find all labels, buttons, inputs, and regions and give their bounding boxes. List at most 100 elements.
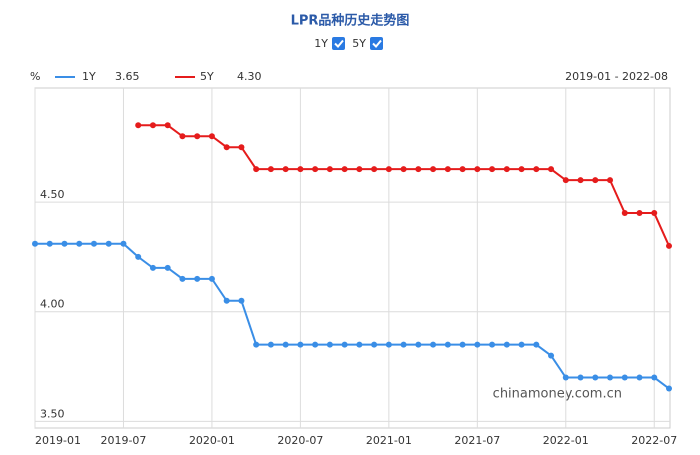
data-point xyxy=(444,341,451,348)
data-point xyxy=(297,166,304,173)
data-point xyxy=(149,264,156,271)
data-point xyxy=(400,166,407,173)
data-point xyxy=(666,385,672,392)
toggle-5y[interactable] xyxy=(370,37,383,50)
data-point xyxy=(533,166,540,173)
data-point xyxy=(474,341,481,348)
x-tick-label: 2022-01 xyxy=(543,434,589,447)
y-tick-label: 4.50 xyxy=(40,188,65,201)
data-point xyxy=(61,240,68,247)
x-tick-label: 2020-01 xyxy=(189,434,235,447)
data-point xyxy=(312,341,319,348)
data-point xyxy=(208,275,215,282)
data-point xyxy=(120,240,127,247)
data-point xyxy=(533,341,540,348)
data-point xyxy=(312,166,319,173)
data-point xyxy=(651,210,658,217)
data-point xyxy=(223,297,230,304)
y-tick-label: 3.50 xyxy=(40,407,65,420)
x-tick-label: 2021-01 xyxy=(366,434,412,447)
x-tick-label: 2022-07 xyxy=(631,434,677,447)
data-point xyxy=(253,341,260,348)
data-point xyxy=(105,240,112,247)
toggle-label: 1Y xyxy=(314,37,328,50)
series-line xyxy=(35,242,670,390)
data-point xyxy=(267,166,274,173)
data-point xyxy=(459,341,466,348)
data-point xyxy=(297,341,304,348)
data-point xyxy=(592,177,599,184)
watermark: chinamoney.com.cn xyxy=(493,387,622,402)
x-tick-label: 2020-07 xyxy=(277,434,323,447)
data-point xyxy=(518,166,525,173)
data-point xyxy=(503,341,510,348)
data-point xyxy=(90,240,97,247)
data-point xyxy=(385,166,392,173)
data-point xyxy=(371,166,378,173)
data-point xyxy=(430,166,437,173)
data-point xyxy=(518,341,525,348)
data-point xyxy=(666,242,672,249)
check xyxy=(334,39,344,48)
data-point xyxy=(326,341,333,348)
data-point xyxy=(371,341,378,348)
data-point xyxy=(356,166,363,173)
data-point xyxy=(326,166,333,173)
data-point xyxy=(489,341,496,348)
date-range: 2019-01 - 2022-08 xyxy=(565,70,668,83)
data-point xyxy=(592,374,599,381)
data-point xyxy=(607,177,614,184)
checkbox[interactable] xyxy=(370,37,383,50)
data-point xyxy=(400,341,407,348)
data-point xyxy=(415,166,422,173)
legend-value: 3.65 xyxy=(115,70,140,83)
legend-value: 4.30 xyxy=(237,70,262,83)
data-point xyxy=(194,133,201,140)
chart-title: LPR品种历史走势图 xyxy=(291,13,410,29)
data-point xyxy=(164,122,171,129)
data-point xyxy=(208,133,215,140)
data-point xyxy=(607,374,614,381)
x-tick-label: 2021-07 xyxy=(454,434,500,447)
data-point xyxy=(32,240,38,247)
y-tick-label: 4.00 xyxy=(40,298,65,311)
data-point xyxy=(282,341,289,348)
data-point xyxy=(341,166,348,173)
data-point xyxy=(459,166,466,173)
x-tick-label: 2019-01 xyxy=(35,434,81,447)
data-point xyxy=(238,297,245,304)
data-point xyxy=(356,341,363,348)
data-point xyxy=(430,341,437,348)
data-point xyxy=(651,374,658,381)
data-point xyxy=(562,177,569,184)
data-point xyxy=(636,374,643,381)
data-point xyxy=(503,166,510,173)
data-point xyxy=(179,133,186,140)
data-point xyxy=(179,275,186,282)
data-point xyxy=(621,374,628,381)
data-point xyxy=(76,240,83,247)
data-point xyxy=(164,264,171,271)
y-axis-label: % xyxy=(30,70,40,83)
data-point xyxy=(621,210,628,217)
toggle-label: 5Y xyxy=(352,37,366,50)
data-point xyxy=(562,374,569,381)
data-point xyxy=(46,240,53,247)
check xyxy=(372,39,382,48)
data-point xyxy=(194,275,201,282)
data-point xyxy=(282,166,289,173)
data-point xyxy=(548,166,555,173)
legend-label: 1Y xyxy=(82,70,96,83)
toggle-1y[interactable] xyxy=(332,37,345,50)
data-point xyxy=(415,341,422,348)
data-point xyxy=(267,341,274,348)
data-point xyxy=(238,144,245,151)
data-point xyxy=(474,166,481,173)
data-point xyxy=(341,341,348,348)
data-point xyxy=(548,352,555,359)
data-point xyxy=(489,166,496,173)
checkbox[interactable] xyxy=(332,37,345,50)
data-point xyxy=(385,341,392,348)
data-point xyxy=(135,122,142,129)
